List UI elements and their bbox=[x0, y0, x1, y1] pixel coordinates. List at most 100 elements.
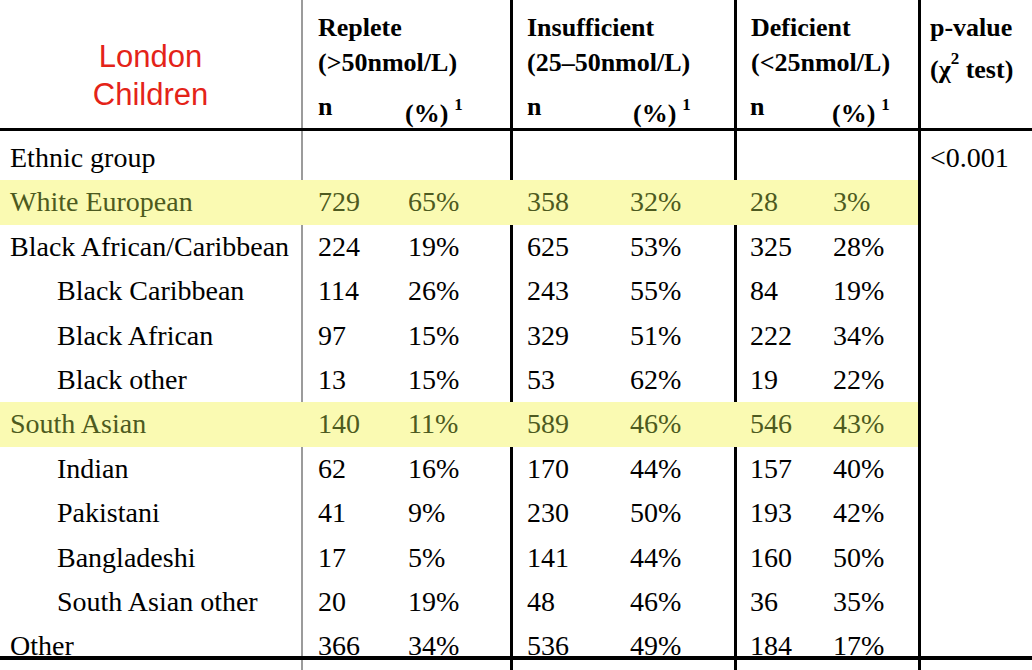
replete-pct-label: (%) bbox=[405, 99, 448, 128]
cell-deficient-pct: 35% bbox=[833, 580, 884, 624]
cell-deficient-n: 160 bbox=[750, 536, 792, 580]
vitamin-d-status-table: London Children Replete (>50nmol/L) Insu… bbox=[0, 0, 1032, 670]
cell-replete-n: 62 bbox=[318, 447, 346, 491]
cell-replete-n: 140 bbox=[318, 402, 360, 446]
cell-deficient-pct: 17% bbox=[833, 624, 884, 668]
pvalue-header-test: (χ2 test) bbox=[930, 45, 1013, 87]
replete-pct-header: (%) 1 bbox=[405, 90, 463, 131]
cell-replete-n: 17 bbox=[318, 536, 346, 580]
row-label: White European bbox=[10, 180, 193, 224]
row-label: Bangladeshi bbox=[57, 536, 195, 580]
table-row-bangladeshi: Bangladeshi 17 5% 141 44% 160 50% bbox=[0, 536, 1032, 580]
cell-replete-pct: 11% bbox=[408, 402, 458, 446]
deficient-pct-header: (%) 1 bbox=[832, 90, 890, 131]
cell-insufficient-pct: 55% bbox=[630, 269, 681, 313]
header-divider-line bbox=[0, 128, 1032, 131]
cell-insufficient-pct: 46% bbox=[630, 402, 681, 446]
row-label: Indian bbox=[57, 447, 129, 491]
row-label: Other bbox=[10, 624, 74, 668]
row-label: Black Caribbean bbox=[57, 269, 244, 313]
deficient-header-range: (<25nmol/L) bbox=[751, 45, 890, 80]
cell-deficient-pct: 40% bbox=[833, 447, 884, 491]
cell-replete-pct: 19% bbox=[408, 580, 459, 624]
insufficient-n-header: n bbox=[527, 90, 541, 124]
cell-replete-pct: 34% bbox=[408, 624, 459, 668]
table-row-south-asian: South Asian 140 11% 589 46% 546 43% bbox=[0, 402, 1032, 446]
table-row-indian: Indian 62 16% 170 44% 157 40% bbox=[0, 447, 1032, 491]
cell-deficient-n: 193 bbox=[750, 491, 792, 535]
cell-replete-n: 366 bbox=[318, 624, 360, 668]
cell-deficient-n: 546 bbox=[750, 402, 792, 446]
cell-insufficient-pct: 62% bbox=[630, 358, 681, 402]
cell-insufficient-pct: 49% bbox=[630, 624, 681, 668]
cell-insufficient-n: 243 bbox=[527, 269, 569, 313]
table-row-black-caribbean: Black Caribbean 114 26% 243 55% 84 19% bbox=[0, 269, 1032, 313]
cell-insufficient-n: 589 bbox=[527, 402, 569, 446]
cell-insufficient-n: 48 bbox=[527, 580, 555, 624]
row-label: South Asian other bbox=[57, 580, 258, 624]
cell-replete-pct: 9% bbox=[408, 491, 445, 535]
cell-replete-pct: 26% bbox=[408, 269, 459, 313]
cell-replete-n: 20 bbox=[318, 580, 346, 624]
cell-replete-n: 41 bbox=[318, 491, 346, 535]
cell-insufficient-pct: 46% bbox=[630, 580, 681, 624]
pvalue-column-header: p-value (χ2 test) bbox=[930, 10, 1013, 87]
cell-replete-pct: 5% bbox=[408, 536, 445, 580]
cell-replete-n: 97 bbox=[318, 314, 346, 358]
cell-deficient-pct: 50% bbox=[833, 536, 884, 580]
table-title-line1: London bbox=[0, 38, 301, 76]
cell-deficient-pct: 28% bbox=[833, 225, 884, 269]
table-title-line2: Children bbox=[0, 76, 301, 114]
cell-replete-n: 114 bbox=[318, 269, 359, 313]
insufficient-header-range: (25–50nmol/L) bbox=[527, 45, 690, 80]
insufficient-pct-header: (%)1 bbox=[633, 90, 691, 131]
cell-deficient-pct: 3% bbox=[833, 180, 870, 224]
table-title: London Children bbox=[0, 38, 301, 114]
cell-deficient-n: 184 bbox=[750, 624, 792, 668]
cell-insufficient-n: 170 bbox=[527, 447, 569, 491]
row-label: Black African bbox=[57, 314, 213, 358]
cell-deficient-n: 84 bbox=[750, 269, 778, 313]
cell-replete-pct: 15% bbox=[408, 314, 459, 358]
chi-exponent: 2 bbox=[951, 49, 960, 68]
deficient-pct-label: (%) bbox=[832, 99, 875, 128]
replete-header-range: (>50nmol/L) bbox=[318, 45, 457, 80]
bottom-border-line bbox=[0, 656, 1032, 660]
cell-deficient-pct: 19% bbox=[833, 269, 884, 313]
table-row-other: Other 366 34% 536 49% 184 17% bbox=[0, 624, 1032, 668]
cell-deficient-pct: 34% bbox=[833, 314, 884, 358]
table-row-pakistani: Pakistani 41 9% 230 50% 193 42% bbox=[0, 491, 1032, 535]
replete-n-header: n bbox=[318, 90, 332, 124]
deficient-header-name: Deficient bbox=[751, 10, 890, 45]
cell-insufficient-n: 230 bbox=[527, 491, 569, 535]
cell-deficient-n: 19 bbox=[750, 358, 778, 402]
footnote-marker: 1 bbox=[881, 95, 890, 114]
cell-deficient-n: 28 bbox=[750, 180, 778, 224]
table-row-south-asian-other: South Asian other 20 19% 48 46% 36 35% bbox=[0, 580, 1032, 624]
cell-pvalue: <0.001 bbox=[930, 136, 1009, 180]
deficient-n-header: n bbox=[750, 90, 764, 124]
table-row-black-african: Black African 97 15% 329 51% 222 34% bbox=[0, 314, 1032, 358]
cell-deficient-n: 325 bbox=[750, 225, 792, 269]
cell-replete-n: 729 bbox=[318, 180, 360, 224]
chi-test-label: test) bbox=[959, 55, 1013, 84]
insufficient-pct-label: (%) bbox=[633, 99, 676, 128]
deficient-column-header: Deficient (<25nmol/L) bbox=[751, 10, 890, 80]
cell-insufficient-n: 536 bbox=[527, 624, 569, 668]
cell-replete-n: 224 bbox=[318, 225, 360, 269]
pvalue-header-title: p-value bbox=[930, 10, 1013, 45]
row-label: Pakistani bbox=[57, 491, 160, 535]
cell-replete-n: 13 bbox=[318, 358, 346, 402]
footnote-marker: 1 bbox=[454, 95, 463, 114]
insufficient-column-header: Insufficient (25–50nmol/L) bbox=[527, 10, 690, 80]
cell-insufficient-pct: 53% bbox=[630, 225, 681, 269]
cell-insufficient-n: 329 bbox=[527, 314, 569, 358]
cell-insufficient-pct: 51% bbox=[630, 314, 681, 358]
cell-insufficient-n: 53 bbox=[527, 358, 555, 402]
cell-deficient-n: 36 bbox=[750, 580, 778, 624]
cell-replete-pct: 15% bbox=[408, 358, 459, 402]
cell-deficient-n: 157 bbox=[750, 447, 792, 491]
table-row-white-european: White European 729 65% 358 32% 28 3% bbox=[0, 180, 1032, 224]
cell-deficient-pct: 43% bbox=[833, 402, 884, 446]
row-label: Black African/Caribbean bbox=[10, 225, 289, 269]
